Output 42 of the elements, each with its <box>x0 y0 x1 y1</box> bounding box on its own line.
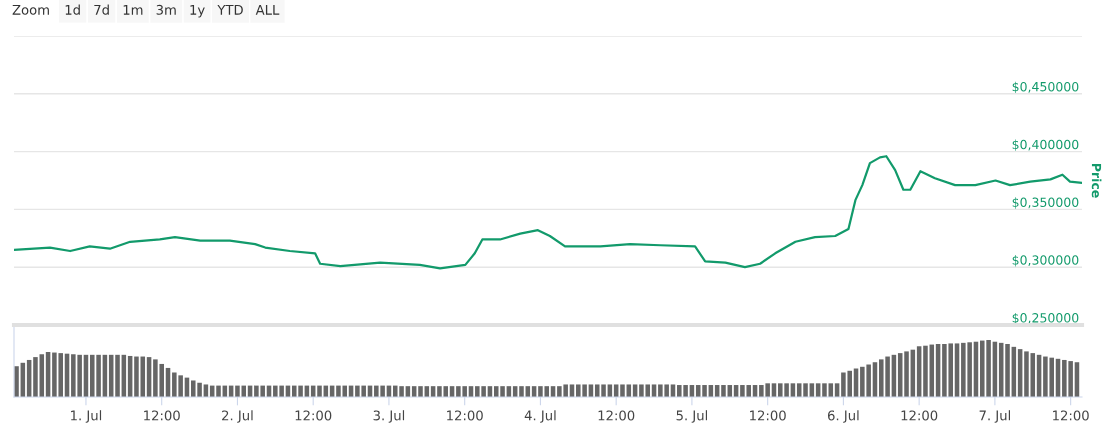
x-tick-label: 12:00 <box>144 410 180 421</box>
text: ALL <box>255 5 280 15</box>
x-tick-label: 12:00 <box>598 410 635 421</box>
y-tick-label: $0,400000 <box>1012 139 1079 151</box>
text: 7d <box>94 4 109 15</box>
bar <box>702 385 707 397</box>
x-tick-label: 12:00 <box>1053 410 1089 421</box>
bar <box>216 385 221 397</box>
x-tick-label: 12:00 <box>295 410 332 421</box>
bar <box>317 385 322 397</box>
x-tick-label: 12:00 <box>447 410 483 421</box>
text: 1d <box>65 4 80 15</box>
y-axis-title: Price <box>1091 163 1102 198</box>
bar <box>519 386 524 397</box>
text: YTD <box>217 5 243 15</box>
bar <box>904 351 909 397</box>
x-tick-label: 3. Jul <box>373 410 405 423</box>
x-tick-label: 12:00 <box>901 410 938 421</box>
text: Zoom <box>12 5 49 15</box>
text: 1y <box>190 5 205 18</box>
bar <box>418 386 423 397</box>
bar <box>115 354 120 397</box>
bar <box>822 383 827 397</box>
text: 3m <box>156 4 176 15</box>
x-tick-label: 2. Jul <box>222 410 253 423</box>
x-tick-label: 6. Jul <box>827 410 859 423</box>
x-tick-label: 5. Jul <box>676 410 708 423</box>
y-tick-label: $0,300000 <box>1012 255 1079 267</box>
bar <box>803 383 808 397</box>
y-tick-label: $0,350000 <box>1012 197 1079 209</box>
bar <box>721 385 726 397</box>
bar <box>1005 343 1010 397</box>
bar <box>923 345 928 397</box>
x-tick-label: 1. Jul <box>71 410 102 423</box>
x-tick-label: 12:00 <box>750 410 786 421</box>
y-tick-label: $0,250000 <box>1012 312 1079 325</box>
x-tick-label: 7. Jul <box>979 410 1011 423</box>
bar <box>620 384 625 397</box>
y-tick-label: $0,450000 <box>1012 81 1079 94</box>
bar <box>33 357 38 397</box>
text: 1m <box>123 5 143 15</box>
x-tick-label: 4. Jul <box>524 410 556 423</box>
